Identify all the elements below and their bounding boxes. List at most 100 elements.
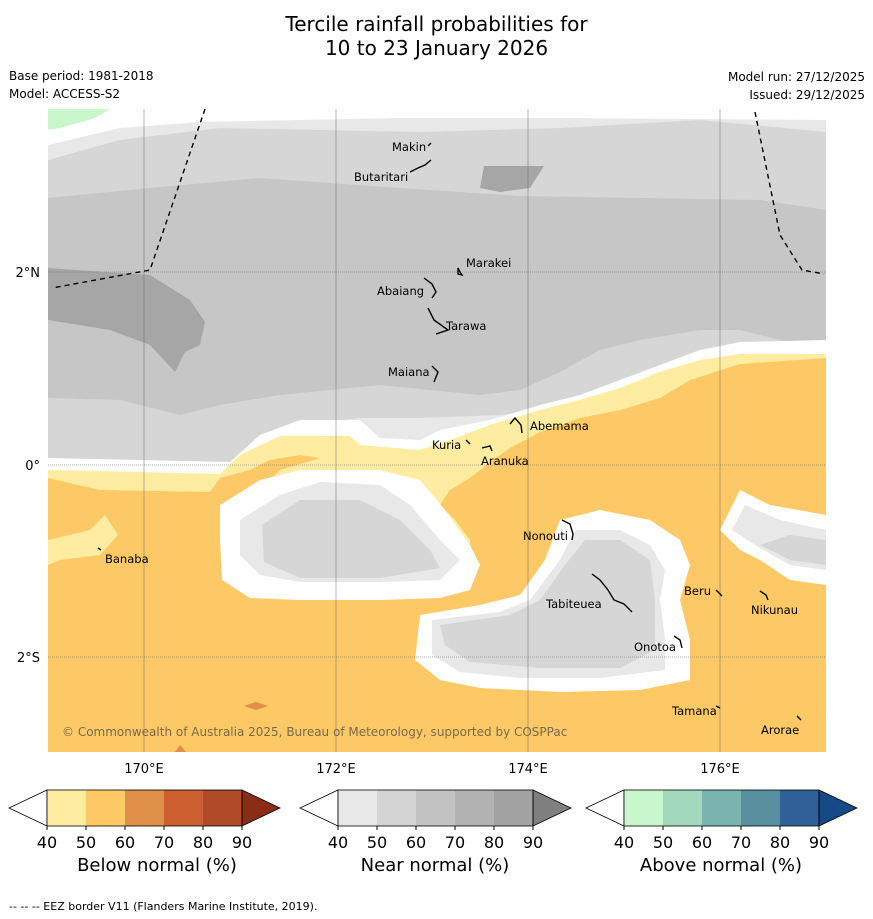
- colorbar-tick-label: 90: [523, 833, 543, 852]
- colorbar-above-normal-title: Above normal (%): [640, 855, 802, 876]
- colorbar-extend-low: [8, 789, 48, 827]
- lon-label-174e: 174°E: [508, 762, 548, 777]
- colorbar-below-normal-cells: [8, 789, 281, 827]
- colorbar-below-normal-title: Below normal (%): [77, 855, 237, 876]
- near-normal-east-inner: [760, 535, 826, 565]
- lon-label-170e: 170°E: [124, 762, 164, 777]
- lon-label-172e: 172°E: [316, 762, 356, 777]
- island-shape-marakei: [457, 267, 464, 277]
- colorbar-cell: [203, 790, 242, 826]
- label-butaritari: Butaritari: [354, 170, 408, 184]
- colorbar-cell: [663, 790, 702, 826]
- island-shape-maiana: [431, 365, 439, 383]
- below-normal-60-70-patch-small: [175, 745, 186, 752]
- colorbar-cell: [741, 790, 780, 826]
- colorbar-near-normal-title: Near normal (%): [361, 855, 510, 876]
- colorbar-cell: [455, 790, 494, 826]
- island-shape-kuria: [465, 439, 471, 445]
- label-maiana: Maiana: [388, 365, 430, 379]
- colorbar-near-normal: 40 50 60 70 80 90 Near normal (%): [299, 789, 572, 876]
- eez-border: [51, 109, 825, 289]
- island-shape-nikunau: [759, 590, 769, 601]
- colorbar-tick-label: 50: [653, 833, 673, 852]
- island-shape-abemama: [509, 416, 523, 434]
- label-abaiang: Abaiang: [377, 284, 424, 298]
- white-band-top: [48, 109, 826, 145]
- below-normal-60-70-patch: [244, 702, 268, 710]
- label-arorae: Arorae: [761, 723, 799, 737]
- grid-lines-vertical: [143, 109, 721, 752]
- colorbar-cell: [780, 790, 819, 826]
- colorbar-outline: [623, 789, 820, 827]
- island-shape-butaritari: [409, 159, 432, 173]
- lat-label-2n: 2°N: [16, 266, 41, 281]
- title-line-1: Tercile rainfall probabilities for: [285, 12, 588, 36]
- label-beru: Beru: [684, 584, 711, 598]
- colorbar-above-normal-ticks: 40 50 60 70 80 90: [614, 826, 829, 852]
- label-onotoa: Onotoa: [634, 640, 676, 654]
- label-makin: Makin: [392, 140, 426, 154]
- model-run: Model run: 27/12/2025: [727, 70, 865, 84]
- colorbar-outline: [46, 789, 243, 827]
- island-shape-tarawa: [427, 307, 450, 335]
- colorbar-cell: [416, 790, 455, 826]
- lat-label-2s: 2°S: [17, 651, 40, 666]
- label-nikunau: Nikunau: [751, 603, 798, 617]
- island-shape-tamana: [715, 705, 721, 709]
- below-normal-40-50-wedge: [48, 515, 118, 565]
- label-kuria: Kuria: [432, 438, 461, 452]
- colorbar-below-normal-ticks: 40 50 60 70 80 90: [37, 826, 252, 852]
- eez-border-west: [51, 109, 206, 289]
- colorbar-tick-label: 70: [445, 833, 465, 852]
- colorbar-tick-label: 70: [154, 833, 174, 852]
- island-shape-beru: [715, 589, 723, 597]
- colorbar-tick-label: 80: [193, 833, 213, 852]
- colorbar-tick-label: 40: [328, 833, 348, 852]
- island-shape-abaiang: [423, 277, 437, 299]
- colorbar-cell: [377, 790, 416, 826]
- island-shape-aranuka: [481, 445, 493, 452]
- label-nonouti: Nonouti: [523, 529, 568, 543]
- colorbar-extend-low: [299, 789, 339, 827]
- colorbar-below-normal: 40 50 60 70 80 90 Below normal (%): [8, 789, 281, 876]
- colorbar-tick-label: 50: [76, 833, 96, 852]
- island-shape-banaba: [97, 547, 102, 551]
- colorbar-cell: [338, 790, 377, 826]
- label-tarawa: Tarawa: [445, 319, 486, 333]
- label-tabiteuea: Tabiteuea: [545, 597, 602, 611]
- island-shape-tabiteuea: [591, 573, 633, 613]
- label-banaba: Banaba: [105, 552, 149, 566]
- above-normal-patch: [48, 109, 110, 130]
- colorbar-cell: [47, 790, 86, 826]
- copyright-notice: © Commonwealth of Australia 2025, Bureau…: [62, 725, 567, 739]
- colorbar-above-normal: 40 50 60 70 80 90 Above normal (%): [585, 789, 858, 876]
- label-marakei: Marakei: [466, 256, 511, 270]
- near-normal-blob-center-inner: [262, 500, 440, 578]
- colorbar-tick-label: 40: [37, 833, 57, 852]
- latitude-labels: 2°N 0° 2°S: [16, 266, 41, 666]
- island-shape-onotoa: [673, 635, 683, 649]
- island-shape-makin: [427, 142, 432, 147]
- colorbar-tick-label: 60: [115, 833, 135, 852]
- label-abemama: Abemama: [530, 419, 589, 433]
- meta-right: Model run: 27/12/2025 Issued: 29/12/2025: [728, 70, 865, 106]
- near-normal-60-70-area: [48, 178, 826, 415]
- colorbar-tick-label: 90: [809, 833, 829, 852]
- colorbar-tick-label: 60: [406, 833, 426, 852]
- issued-date: Issued: 29/12/2025: [749, 88, 865, 102]
- colorbar-extend-high: [818, 789, 858, 827]
- eez-border-east: [754, 111, 825, 275]
- colorbar-outline: [337, 789, 534, 827]
- meta-left: Base period: 1981-2018 Model: ACCESS-S2: [9, 69, 154, 105]
- label-tamana: Tamana: [671, 704, 717, 718]
- colorbar-extend-high: [532, 789, 572, 827]
- lon-label-176e: 176°E: [700, 762, 740, 777]
- island-shapes: [97, 142, 802, 721]
- grid-lines: [48, 271, 826, 658]
- probability-map: Makin Butaritari Marakei Abaiang Tarawa …: [48, 109, 826, 752]
- colorbar-tick-label: 40: [614, 833, 634, 852]
- longitude-labels: 170°E 172°E 174°E 176°E: [124, 762, 740, 777]
- model-name: Model: ACCESS-S2: [9, 87, 121, 101]
- colorbar-extend-low: [585, 789, 625, 827]
